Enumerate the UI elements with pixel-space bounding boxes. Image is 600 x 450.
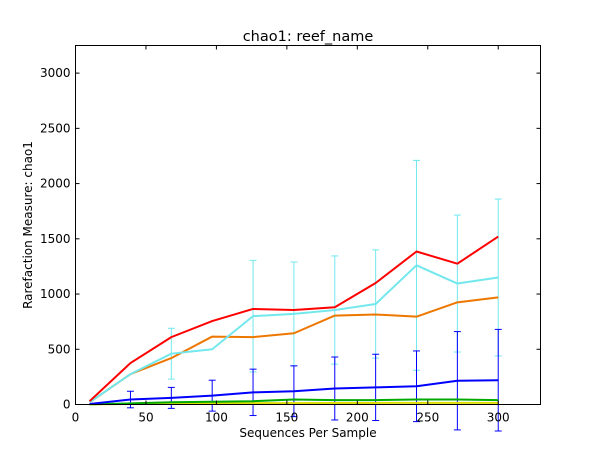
y-axis-label: Rarefaction Measure: chao1	[21, 141, 35, 309]
y-tick-label: 1000	[40, 287, 71, 301]
y-tick-label: 1500	[40, 232, 71, 246]
series-line	[89, 264, 499, 404]
series-line	[89, 379, 499, 405]
x-tick-label: 200	[346, 411, 369, 425]
chart-title: chao1: reef_name	[243, 29, 374, 45]
series-line	[89, 398, 499, 406]
y-tick-label: 3000	[40, 66, 71, 80]
x-tick-label: 250	[416, 411, 439, 425]
y-tick-label: 2000	[40, 177, 71, 191]
axis-ticks: 0 50 100 150 200 250 3000500100015002000250030…	[40, 45, 541, 425]
plot-area	[88, 159, 502, 432]
x-tick-label: 0	[72, 411, 80, 425]
y-tick-label: 0	[63, 398, 71, 412]
y-tick-label: 500	[48, 342, 71, 356]
x-tick-label: 150	[275, 411, 298, 425]
x-tick-label: 300	[487, 411, 510, 425]
x-tick-label: 100	[205, 411, 228, 425]
plot-frame	[75, 45, 541, 405]
x-axis-label: Sequences Per Sample	[239, 426, 376, 440]
y-tick-label: 2500	[40, 121, 71, 135]
x-tick-label: 50	[138, 411, 153, 425]
series-line	[88, 235, 499, 402]
series-line	[89, 296, 499, 404]
series-line	[89, 401, 499, 406]
